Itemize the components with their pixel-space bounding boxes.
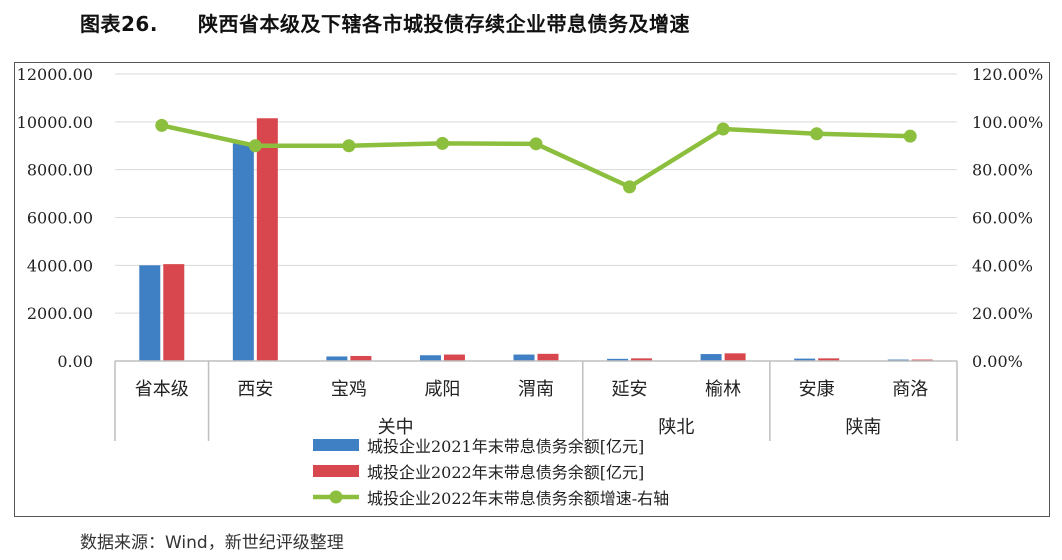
y-right-tick-label: 0.00% <box>972 352 1023 371</box>
y-right-tick-label: 80.00% <box>972 161 1033 180</box>
legend-label: 城投企业2021年末带息债务余额[亿元] <box>367 437 644 456</box>
growth-point <box>716 122 730 136</box>
bar <box>350 355 372 361</box>
y-right-tick-label: 60.00% <box>972 209 1033 228</box>
group-label: 陕南 <box>845 417 881 438</box>
bar <box>326 356 348 361</box>
growth-point <box>435 136 449 150</box>
x-tick-label: 省本级 <box>135 379 189 400</box>
bar <box>818 358 840 361</box>
x-tick-label: 榆林 <box>705 379 741 400</box>
group-label: 关中 <box>378 417 414 438</box>
growth-point <box>342 139 356 153</box>
legend-swatch-marker <box>329 490 343 504</box>
figure-title: 图表26. 陕西省本级及下辖各市城投债存续企业带息债务及增速 <box>80 8 690 37</box>
bar <box>256 118 278 361</box>
growth-point <box>529 137 543 151</box>
growth-point <box>155 118 169 132</box>
growth-point <box>903 129 917 143</box>
chart-frame <box>14 62 1050 517</box>
bar <box>631 358 653 361</box>
bar <box>700 354 722 361</box>
bar <box>513 354 535 361</box>
figure-number: 图表26. <box>80 12 158 36</box>
bar <box>163 264 185 361</box>
group-label: 陕北 <box>658 417 694 438</box>
bar <box>419 355 441 361</box>
bar <box>724 353 746 361</box>
x-tick-label: 安康 <box>799 379 835 400</box>
bar <box>537 353 559 361</box>
y-left-tick-label: 10000.00 <box>17 113 93 132</box>
x-tick-label: 咸阳 <box>424 379 460 400</box>
x-tick-label: 西安 <box>237 379 273 400</box>
data-source: 数据来源：Wind，新世纪评级整理 <box>80 533 344 553</box>
y-left-tick-label: 8000.00 <box>27 161 93 180</box>
bar <box>232 143 254 361</box>
x-tick-label: 宝鸡 <box>331 379 367 400</box>
legend-label: 城投企业2022年末带息债务余额[亿元] <box>367 463 644 482</box>
bar <box>139 265 161 361</box>
bar <box>443 354 465 361</box>
legend-swatch <box>313 465 359 477</box>
bar <box>607 358 629 361</box>
x-tick-label: 商洛 <box>892 379 928 400</box>
y-right-tick-label: 20.00% <box>972 304 1033 323</box>
growth-point <box>248 139 262 153</box>
growth-point <box>810 127 824 141</box>
y-left-tick-label: 12000.00 <box>17 65 93 84</box>
x-tick-label: 渭南 <box>518 379 554 400</box>
y-right-tick-label: 40.00% <box>972 256 1033 275</box>
figure-title-text: 陕西省本级及下辖各市城投债存续企业带息债务及增速 <box>198 12 690 36</box>
x-tick-label: 延安 <box>612 379 648 400</box>
y-right-tick-label: 120.00% <box>972 65 1043 84</box>
y-left-tick-label: 4000.00 <box>27 256 93 275</box>
legend-swatch <box>313 439 359 451</box>
y-left-tick-label: 2000.00 <box>27 304 93 323</box>
legend-label: 城投企业2022年末带息债务余额增速-右轴 <box>367 489 669 508</box>
y-left-tick-label: 6000.00 <box>27 209 93 228</box>
growth-point <box>623 180 637 194</box>
y-left-tick-label: 0.00 <box>57 352 93 371</box>
bar <box>794 358 816 361</box>
y-right-tick-label: 100.00% <box>972 113 1043 132</box>
